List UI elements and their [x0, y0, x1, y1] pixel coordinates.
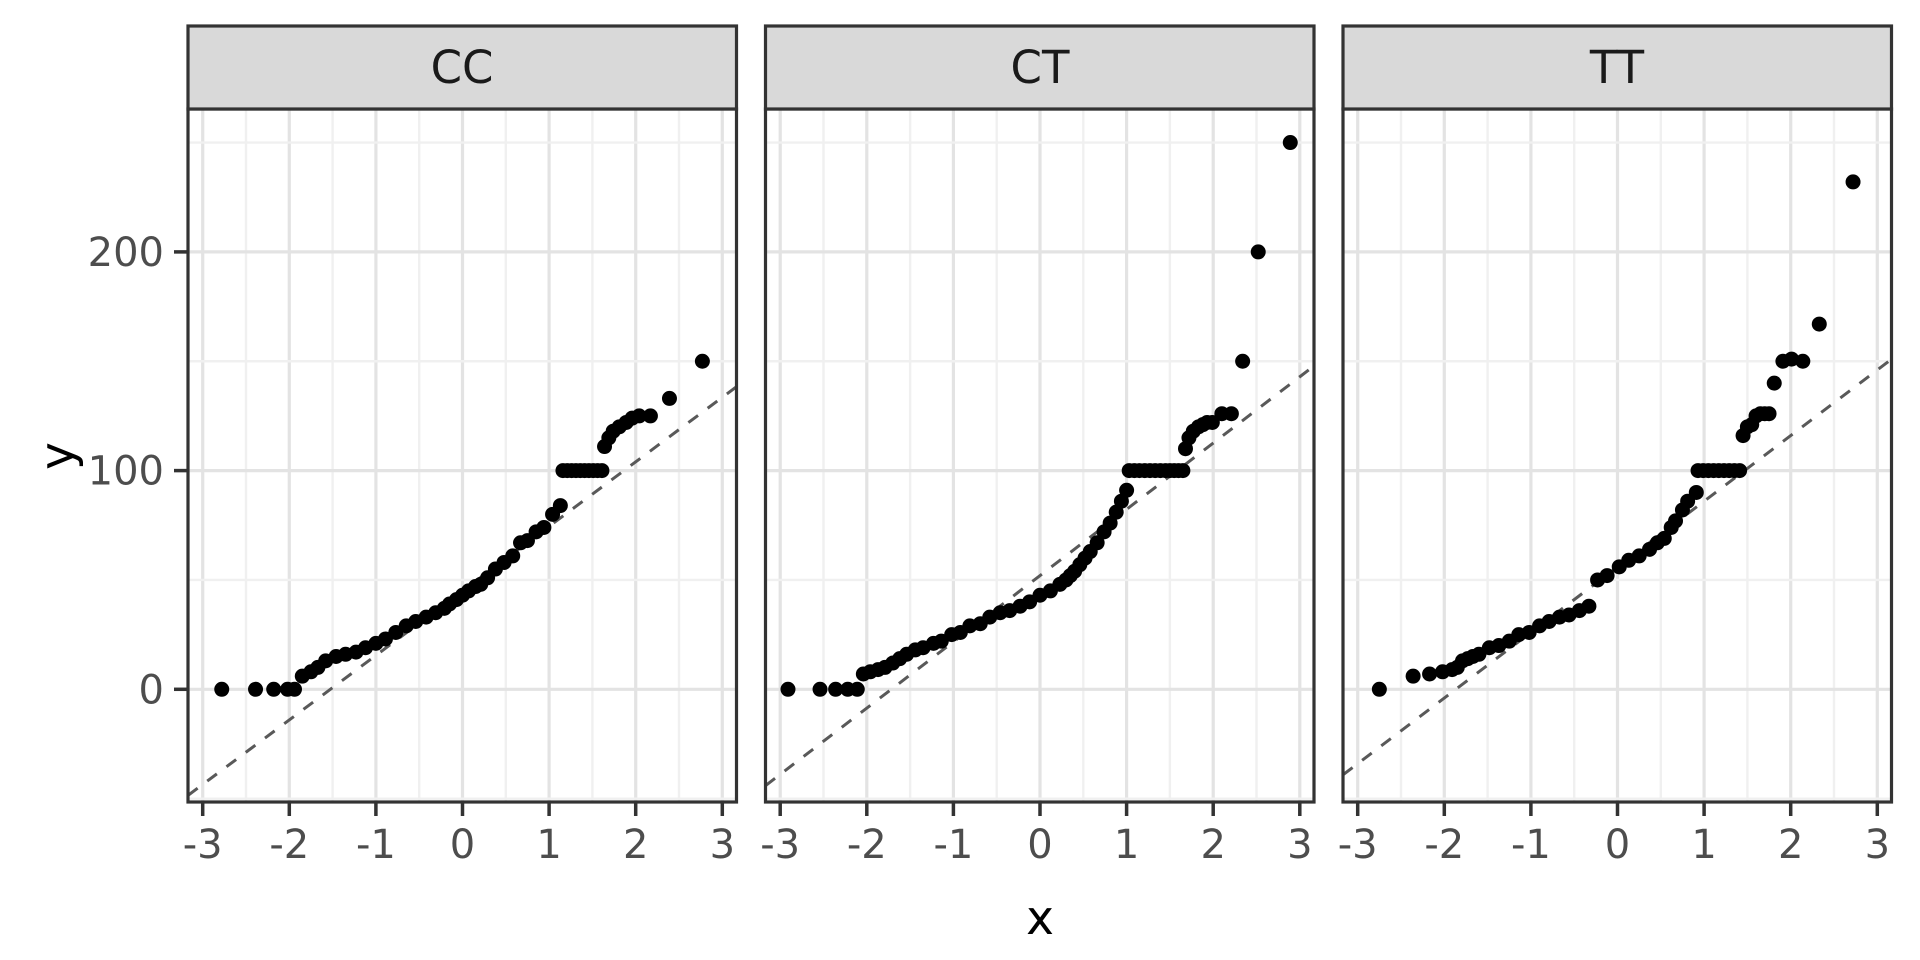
- data-point: [266, 681, 282, 697]
- x-tick-label: 2: [1778, 822, 1803, 868]
- data-point: [1732, 463, 1748, 479]
- y-tick-label: 0: [139, 667, 164, 713]
- data-points-layer: [1371, 174, 1861, 697]
- x-tick-label: -2: [847, 822, 887, 868]
- data-point: [1371, 681, 1387, 697]
- data-point: [214, 681, 230, 697]
- data-point: [1766, 375, 1782, 391]
- data-point: [536, 519, 552, 535]
- x-tick-label: 2: [1200, 822, 1225, 868]
- x-tick-label: -1: [356, 822, 396, 868]
- x-tick-label: -3: [183, 822, 223, 868]
- x-tick-label: -1: [933, 822, 973, 868]
- x-tick-label: 1: [1114, 822, 1139, 868]
- data-point: [1235, 353, 1251, 369]
- data-point: [1599, 568, 1615, 584]
- data-point: [594, 463, 610, 479]
- data-point: [1102, 515, 1118, 531]
- data-point: [1282, 135, 1298, 151]
- data-point: [780, 681, 796, 697]
- data-point: [1656, 530, 1672, 546]
- facet-strip-label-cc: CC: [431, 41, 494, 94]
- data-point: [631, 408, 647, 424]
- data-points-layer: [780, 135, 1298, 697]
- facet-strip-label-ct: CT: [1011, 41, 1070, 94]
- data-point: [248, 681, 264, 697]
- facet-strip: [763, 24, 1316, 111]
- data-point: [1250, 244, 1266, 260]
- x-tick-label: 0: [450, 822, 475, 868]
- x-tick-label: 0: [1027, 822, 1052, 868]
- qq-reference-line: [765, 364, 1314, 787]
- x-tick-label: 3: [1865, 822, 1890, 868]
- x-tick-label: 2: [623, 822, 648, 868]
- data-point: [1761, 406, 1777, 422]
- data-point: [849, 681, 865, 697]
- data-point: [1119, 482, 1135, 498]
- x-axis-title: x: [1026, 891, 1054, 946]
- x-tick-label: -2: [1424, 822, 1464, 868]
- x-tick-label: 1: [1691, 822, 1716, 868]
- data-points-layer: [214, 353, 710, 697]
- data-point: [1089, 535, 1105, 551]
- facet-panel-CT: -3 -2 -1 0 1 2 3: [760, 24, 1316, 868]
- facet-strip: [186, 24, 739, 111]
- data-point: [505, 548, 521, 564]
- facet-panel-CC: -3 -2 -1 0 1 2 3 0 100 200: [88, 24, 739, 868]
- facet-strip: [1341, 24, 1894, 111]
- y-axis-title: y: [30, 442, 85, 470]
- data-point: [694, 353, 710, 369]
- data-point: [1845, 174, 1861, 190]
- data-point: [1581, 598, 1597, 614]
- data-point: [1688, 484, 1704, 500]
- data-point: [661, 390, 677, 406]
- data-point: [1811, 316, 1827, 332]
- data-point: [1405, 668, 1421, 684]
- data-point: [828, 681, 844, 697]
- data-point: [642, 408, 658, 424]
- x-tick-label: -3: [1338, 822, 1378, 868]
- x-tick-label: -3: [760, 822, 800, 868]
- x-tick-label: 3: [710, 822, 735, 868]
- facet-strip-label-tt: TT: [1589, 41, 1645, 94]
- data-point: [1795, 353, 1811, 369]
- x-tick-label: 1: [536, 822, 561, 868]
- data-point: [1223, 406, 1239, 422]
- data-point: [1668, 513, 1684, 529]
- data-point: [286, 681, 302, 697]
- x-tick-label: 0: [1605, 822, 1630, 868]
- y-tick-label: 200: [88, 230, 164, 276]
- data-point: [1204, 414, 1220, 430]
- data-point: [1422, 666, 1438, 682]
- y-tick-label: 100: [88, 449, 164, 495]
- panels-layer: -3 -2 -1 0 1 2 3 0 100 200 -3 -2 -1 0 1 2 3 -3 -2 -1 0 1 2 3: [88, 24, 1894, 868]
- data-point: [1175, 463, 1191, 479]
- data-point: [552, 498, 568, 514]
- x-tick-label: 3: [1287, 822, 1312, 868]
- x-tick-label: -2: [269, 822, 309, 868]
- data-point: [1784, 351, 1800, 367]
- facet-panel-TT: -3 -2 -1 0 1 2 3: [1338, 24, 1894, 868]
- x-tick-label: -1: [1511, 822, 1551, 868]
- data-point: [812, 681, 828, 697]
